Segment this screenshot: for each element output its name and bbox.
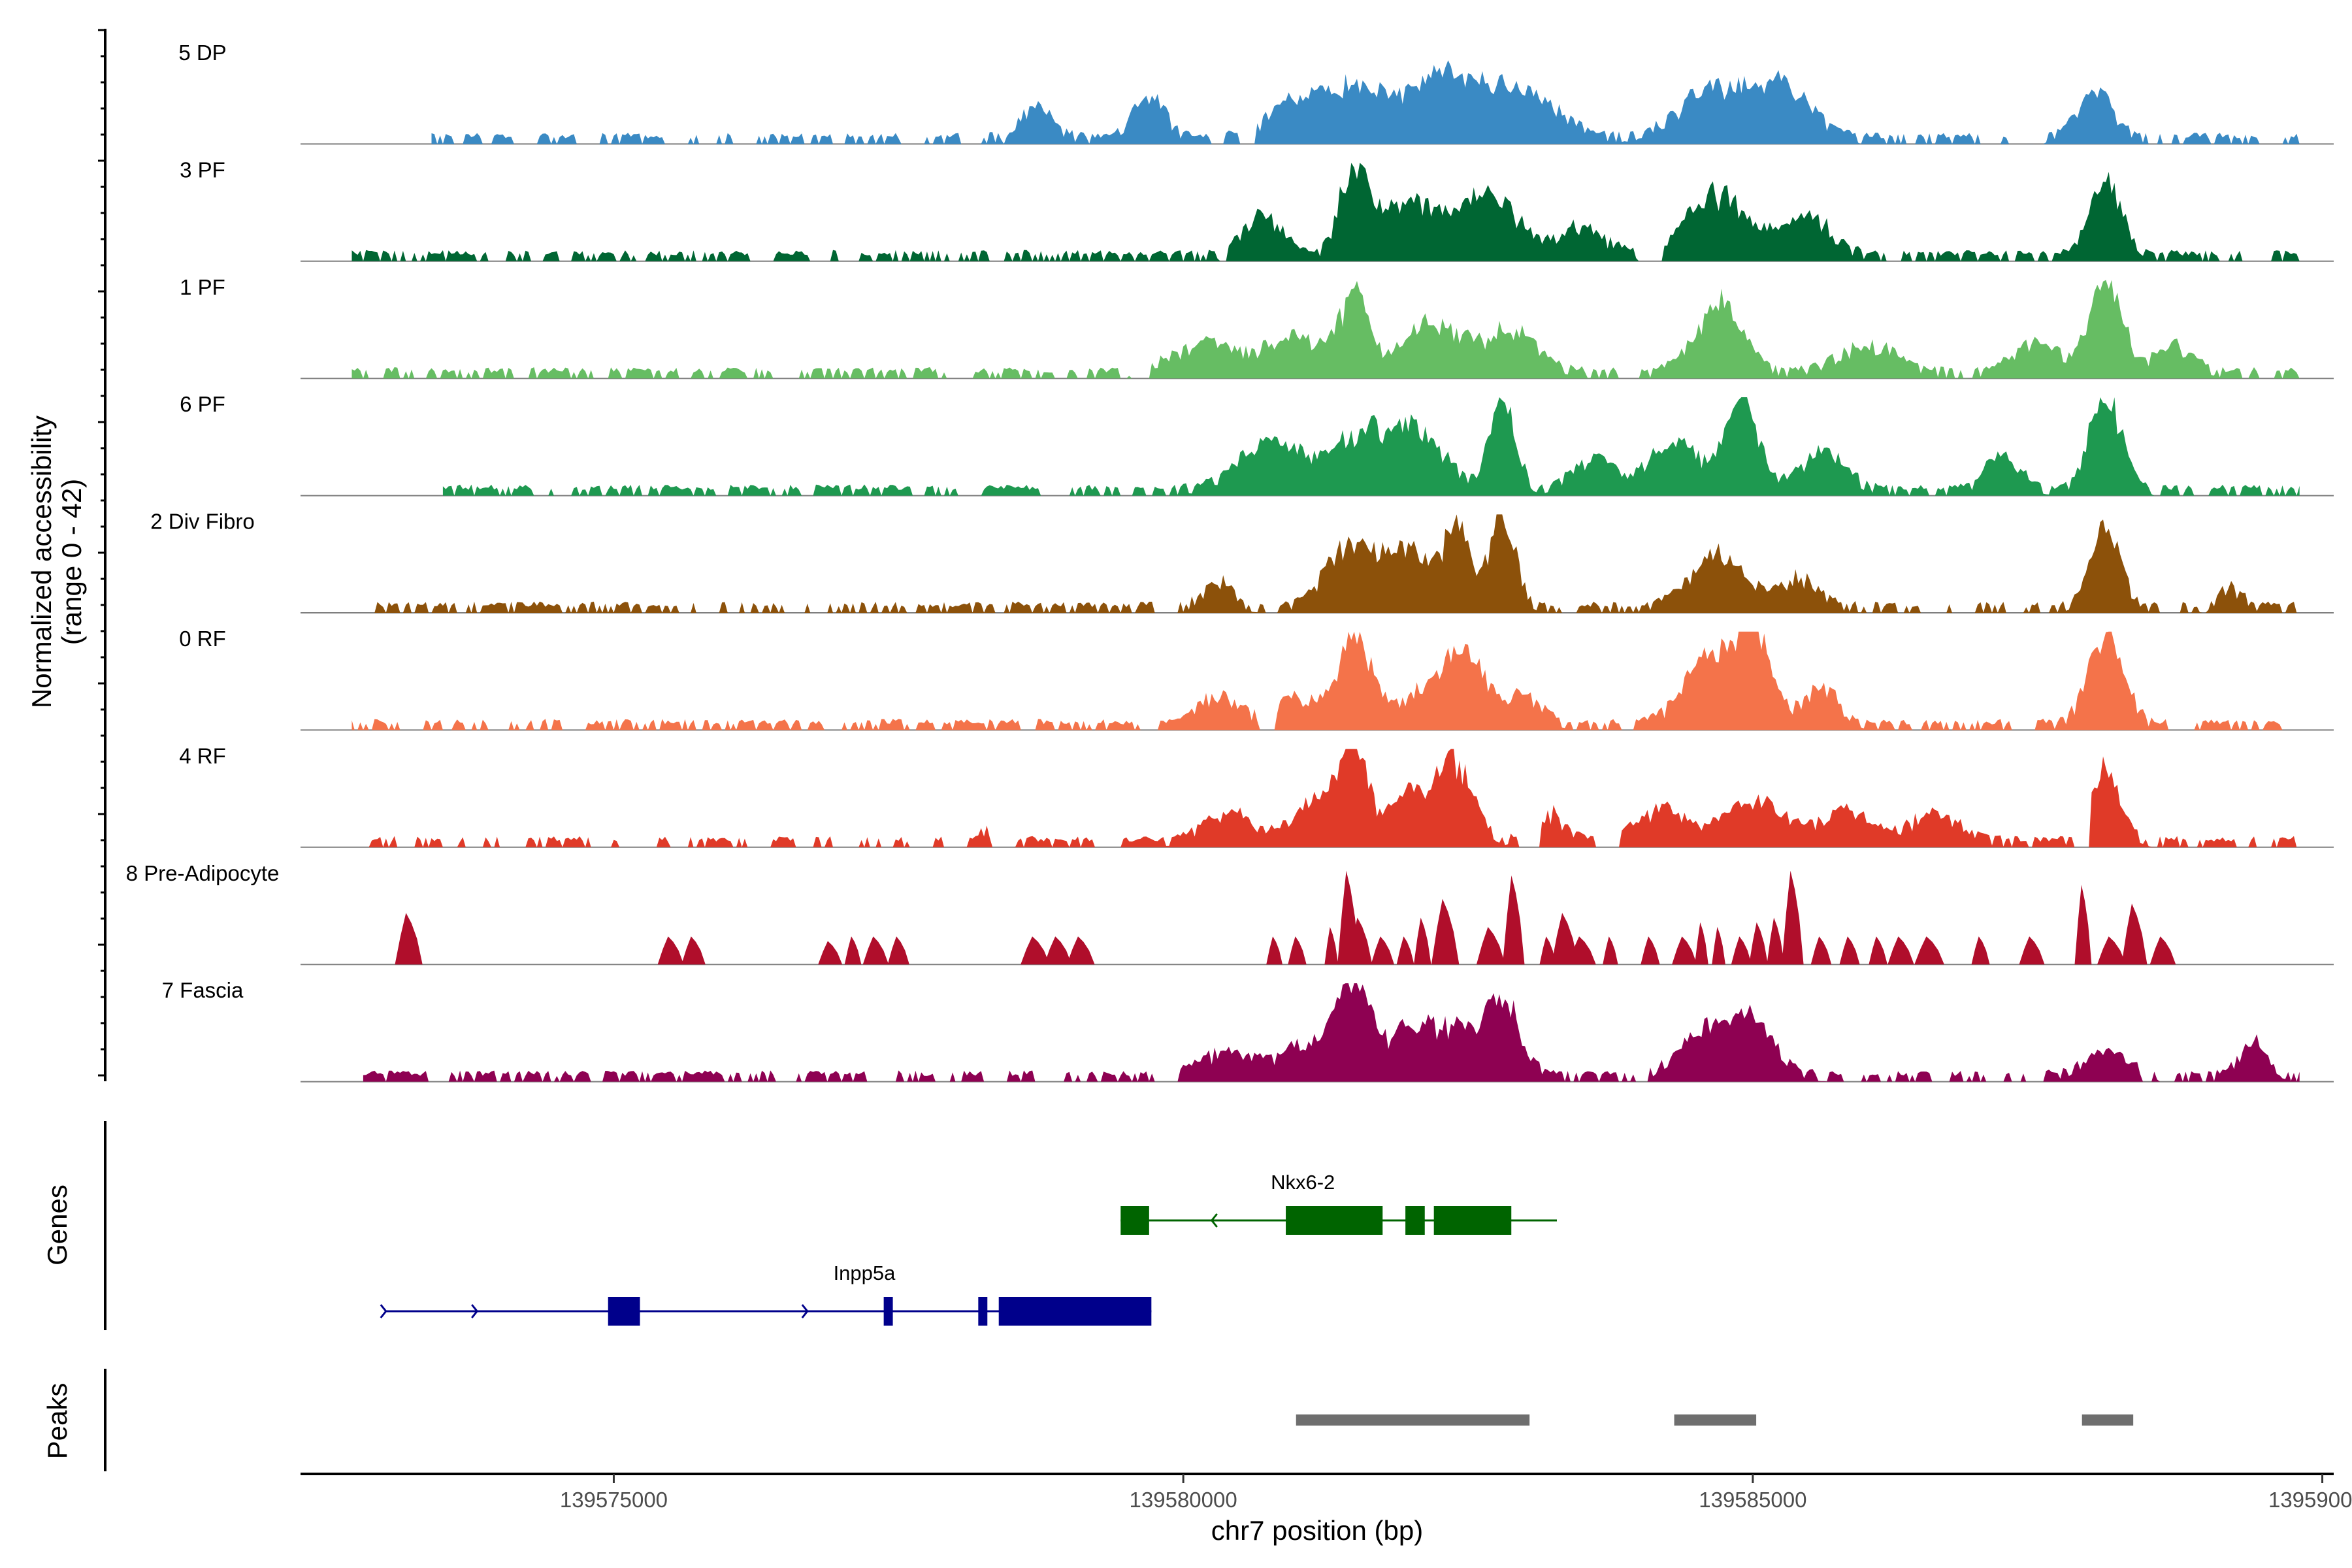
x-tick-label: 139590000 — [2268, 1488, 2352, 1512]
coverage-area — [431, 60, 2300, 144]
track-4: 2 Div Fibro — [150, 510, 2334, 613]
track-label: 3 PF — [180, 157, 225, 182]
coverage-area — [374, 514, 2300, 613]
track-8: 7 Fascia — [162, 978, 2334, 1083]
gene-Nkx6-2: Nkx6-2 — [1120, 1171, 1557, 1235]
x-axis-title: chr7 position (bp) — [1211, 1515, 1424, 1546]
coverage-axis-ticks — [98, 29, 105, 1077]
coverage-area — [351, 280, 2300, 379]
gene-label: Nkx6-2 — [1271, 1171, 1335, 1194]
track-label: 1 PF — [180, 275, 225, 299]
track-7: 8 Pre-Adipocyte — [126, 861, 2334, 966]
peak-bar — [2082, 1414, 2134, 1426]
strand-arrow — [380, 1304, 387, 1318]
track-6: 4 RF — [179, 743, 2334, 848]
peak-bar — [1296, 1414, 1530, 1426]
track-1: 3 PF — [180, 157, 2334, 262]
gene-exon — [883, 1297, 893, 1326]
track-label: 6 PF — [180, 392, 225, 416]
track-5: 0 RF — [179, 627, 2334, 731]
track-label: 5 DP — [178, 41, 226, 65]
coverage-area — [351, 163, 2300, 261]
strand-arrow — [1210, 1213, 1218, 1228]
x-tick-label: 139585000 — [1699, 1488, 1806, 1512]
gene-annotations: Nkx6-2 Inpp5a — [380, 1171, 1557, 1326]
coverage-area — [351, 631, 2300, 730]
peak-regions — [1296, 1414, 2134, 1426]
strand-arrow — [801, 1304, 809, 1318]
y-axis-title: Normalized accessibility — [26, 416, 57, 708]
x-tick-label: 139575000 — [560, 1488, 668, 1512]
gene-exon — [1286, 1206, 1383, 1235]
gene-exon — [1433, 1206, 1512, 1235]
coverage-area — [395, 870, 2176, 965]
genes-panel-title: Genes — [42, 1184, 73, 1266]
gene-exon — [998, 1297, 1152, 1326]
gene-exon — [978, 1297, 988, 1326]
track-label: 4 RF — [179, 743, 226, 768]
coverage-area — [442, 397, 2300, 496]
track-0: 5 DP — [178, 41, 2334, 145]
track-label: 8 Pre-Adipocyte — [126, 861, 280, 885]
gene-Inpp5a: Inpp5a — [380, 1262, 1152, 1326]
peaks-panel-title: Peaks — [42, 1383, 73, 1460]
track-label: 7 Fascia — [162, 978, 244, 1002]
coverage-tracks: 5 DP 3 PF 1 PF 6 PF 2 Div Fibro 0 RF 4 RF 8 Pre… — [126, 41, 2334, 1083]
coverage-area — [351, 749, 2300, 847]
x-tick-label: 139580000 — [1130, 1488, 1237, 1512]
track-2: 1 PF — [180, 275, 2334, 380]
x-axis-ticks: 139575000 139580000 139585000 139590000 — [560, 1474, 2352, 1512]
coverage-area — [363, 983, 2300, 1082]
gene-exon — [608, 1297, 640, 1326]
track-label: 0 RF — [179, 627, 226, 651]
gene-exon — [1120, 1206, 1149, 1235]
y-axis-subtitle: (range 0 - 42) — [56, 479, 87, 645]
strand-arrow — [471, 1304, 479, 1318]
gene-exon — [1405, 1206, 1425, 1235]
gene-label: Inpp5a — [834, 1262, 896, 1284]
track-3: 6 PF — [180, 392, 2334, 497]
peak-bar — [1674, 1414, 1757, 1426]
track-label: 2 Div Fibro — [150, 510, 255, 534]
